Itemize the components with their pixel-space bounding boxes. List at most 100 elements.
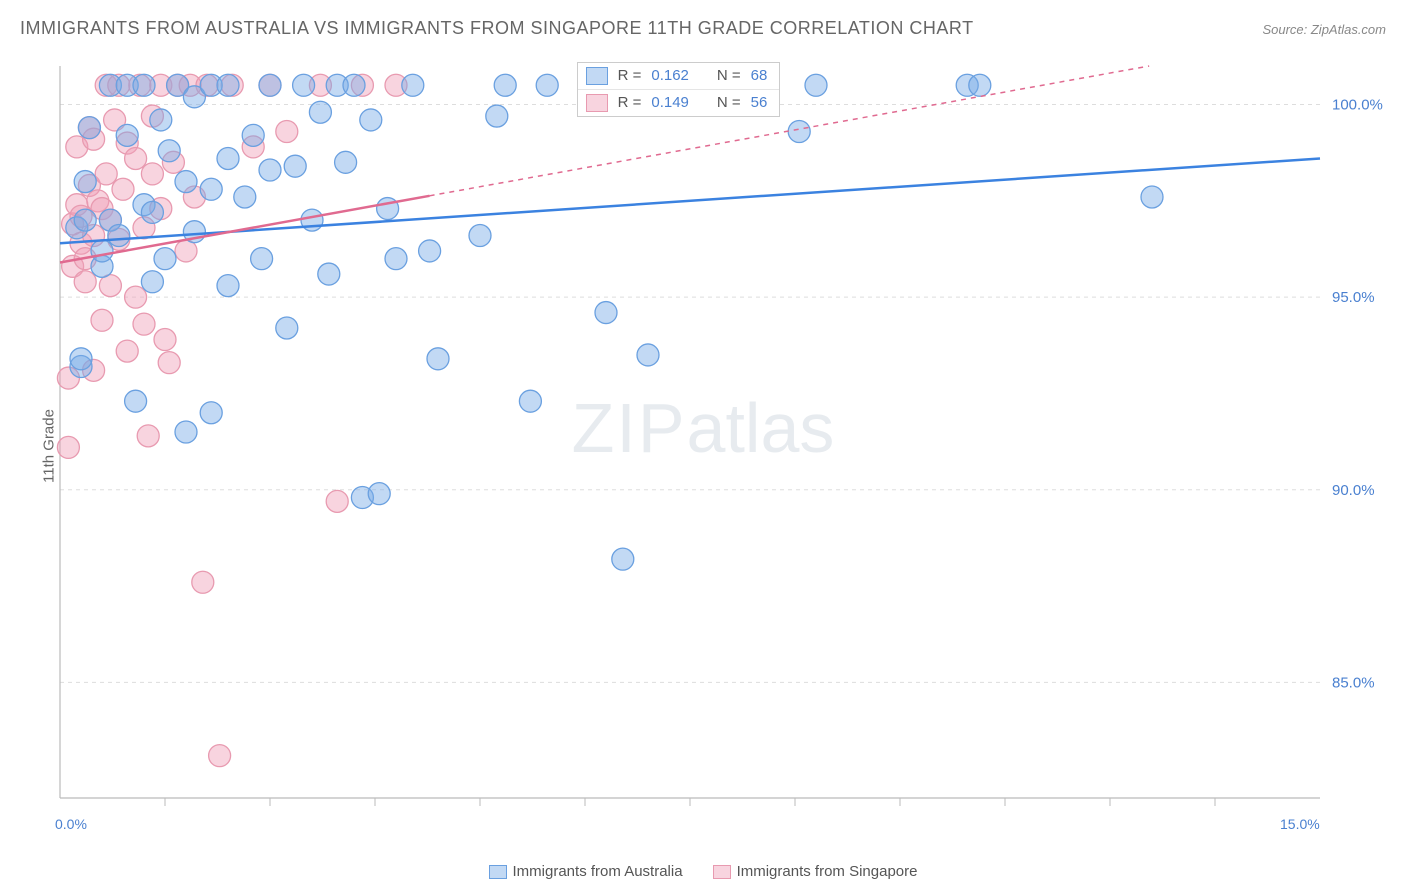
- scatter-point: [612, 548, 634, 570]
- scatter-point: [91, 240, 113, 262]
- scatter-point: [108, 225, 130, 247]
- bottom-legend: Immigrants from Australia Immigrants from…: [0, 863, 1406, 880]
- stat-r-label: R =: [618, 94, 642, 111]
- scatter-point: [788, 120, 810, 142]
- scatter-point: [125, 286, 147, 308]
- x-axis-max-label: 15.0%: [1280, 816, 1320, 832]
- x-axis-min-label: 0.0%: [55, 816, 87, 832]
- scatter-point: [217, 275, 239, 297]
- stats-row: R = 0.149 N = 56: [578, 89, 780, 116]
- scatter-point: [326, 490, 348, 512]
- y-tick-label: 85.0%: [1332, 674, 1375, 691]
- y-tick-label: 90.0%: [1332, 482, 1375, 499]
- scatter-point: [251, 248, 273, 270]
- scatter-point: [318, 263, 340, 285]
- legend-item: Immigrants from Australia: [489, 863, 683, 880]
- scatter-point: [536, 74, 558, 96]
- source-prefix: Source:: [1262, 22, 1310, 37]
- scatter-point: [200, 402, 222, 424]
- stats-row: R = 0.162 N = 68: [578, 63, 780, 89]
- scatter-point: [284, 155, 306, 177]
- scatter-point: [154, 248, 176, 270]
- scatter-point: [242, 124, 264, 146]
- scatter-point: [259, 74, 281, 96]
- scatter-point: [368, 483, 390, 505]
- scatter-point: [969, 74, 991, 96]
- scatter-point: [158, 352, 180, 374]
- scatter-point: [293, 74, 315, 96]
- scatter-point: [125, 147, 147, 169]
- legend-item: Immigrants from Singapore: [713, 863, 918, 880]
- legend-label: Immigrants from Singapore: [737, 863, 918, 880]
- scatter-point: [141, 201, 163, 223]
- legend-swatch-icon: [586, 67, 608, 85]
- scatter-point: [200, 178, 222, 200]
- scatter-point: [637, 344, 659, 366]
- y-tick-label: 95.0%: [1332, 289, 1375, 306]
- scatter-point: [125, 390, 147, 412]
- legend-swatch-icon: [586, 94, 608, 112]
- y-tick-label: 100.0%: [1332, 97, 1383, 114]
- scatter-point: [209, 745, 231, 767]
- stat-r-value: 0.162: [651, 67, 689, 84]
- scatter-point: [595, 302, 617, 324]
- stat-r-value: 0.149: [651, 94, 689, 111]
- scatter-point: [112, 178, 134, 200]
- chart-title: IMMIGRANTS FROM AUSTRALIA VS IMMIGRANTS …: [20, 18, 974, 39]
- scatter-point: [519, 390, 541, 412]
- legend-swatch-icon: [489, 865, 507, 879]
- scatter-point: [234, 186, 256, 208]
- scatter-point: [217, 147, 239, 169]
- scatter-point: [276, 120, 298, 142]
- scatter-point: [158, 140, 180, 162]
- scatter-point: [78, 117, 100, 139]
- stat-n-value: 68: [751, 67, 768, 84]
- scatter-point: [427, 348, 449, 370]
- scatter-point: [469, 225, 491, 247]
- source-name: ZipAtlas.com: [1311, 22, 1386, 37]
- scatter-point: [805, 74, 827, 96]
- scatter-point: [309, 101, 331, 123]
- scatter-point: [133, 313, 155, 335]
- scatter-point: [175, 421, 197, 443]
- scatter-point: [335, 151, 357, 173]
- scatter-point: [486, 105, 508, 127]
- scatter-point: [74, 209, 96, 231]
- stats-box: R = 0.162 N = 68 R = 0.149 N = 56: [577, 62, 781, 117]
- scatter-point: [70, 348, 92, 370]
- scatter-point: [192, 571, 214, 593]
- scatter-point: [1141, 186, 1163, 208]
- scatter-point: [74, 271, 96, 293]
- scatter-point: [402, 74, 424, 96]
- scatter-point: [150, 109, 172, 131]
- stat-r-label: R =: [618, 67, 642, 84]
- scatter-point: [137, 425, 159, 447]
- chart-container: IMMIGRANTS FROM AUSTRALIA VS IMMIGRANTS …: [0, 0, 1406, 892]
- stat-n-value: 56: [751, 94, 768, 111]
- scatter-point: [57, 436, 79, 458]
- scatter-point: [419, 240, 441, 262]
- scatter-point: [343, 74, 365, 96]
- scatter-point: [276, 317, 298, 339]
- scatter-point: [95, 163, 117, 185]
- scatter-point: [217, 74, 239, 96]
- scatter-point: [259, 159, 281, 181]
- scatter-point: [385, 248, 407, 270]
- scatter-point: [74, 171, 96, 193]
- stat-n-label: N =: [717, 94, 741, 111]
- scatter-point: [175, 171, 197, 193]
- scatter-point: [116, 340, 138, 362]
- scatter-point: [494, 74, 516, 96]
- scatter-plot: 85.0% 90.0% 95.0% 100.0%: [50, 58, 1390, 838]
- scatter-point: [116, 124, 138, 146]
- source-attribution: Source: ZipAtlas.com: [1262, 22, 1386, 37]
- scatter-point: [154, 329, 176, 351]
- legend-label: Immigrants from Australia: [513, 863, 683, 880]
- scatter-point: [133, 74, 155, 96]
- scatter-point: [360, 109, 382, 131]
- scatter-point: [141, 163, 163, 185]
- legend-swatch-icon: [713, 865, 731, 879]
- scatter-point: [91, 309, 113, 331]
- scatter-point: [141, 271, 163, 293]
- stat-n-label: N =: [717, 67, 741, 84]
